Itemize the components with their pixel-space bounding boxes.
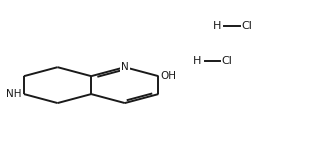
Text: OH: OH (160, 71, 176, 81)
Text: NH: NH (7, 89, 22, 99)
Text: N: N (121, 62, 129, 72)
Text: H: H (193, 56, 202, 66)
Text: Cl: Cl (241, 21, 252, 31)
Text: Cl: Cl (221, 56, 233, 66)
Text: H: H (213, 21, 221, 31)
